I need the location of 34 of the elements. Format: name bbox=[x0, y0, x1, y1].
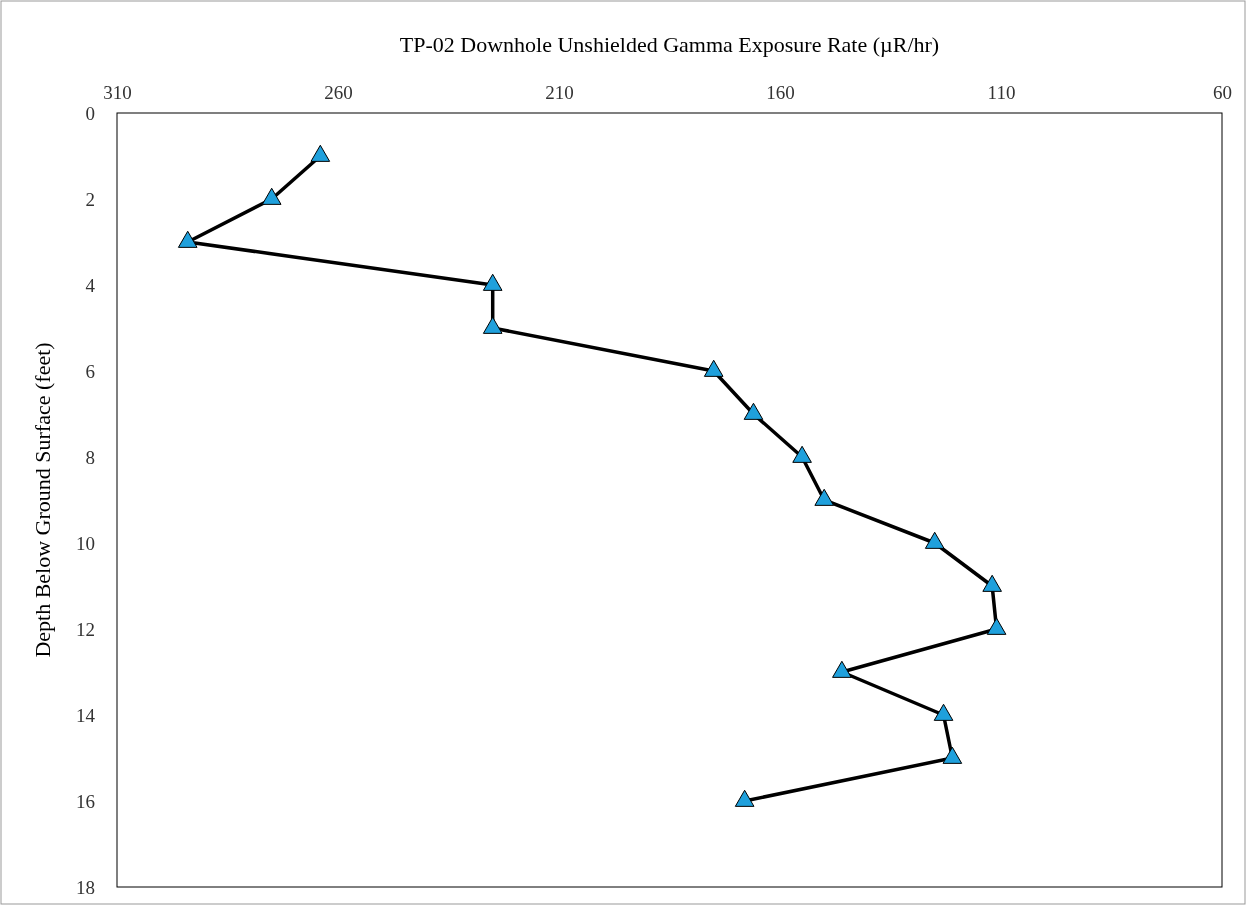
x-tick-label: 60 bbox=[1213, 82, 1232, 103]
x-tick-label: 260 bbox=[324, 82, 353, 103]
point bbox=[482, 273, 503, 291]
point bbox=[261, 187, 282, 205]
point bbox=[703, 359, 724, 377]
x-tick-label: 160 bbox=[766, 82, 795, 103]
point bbox=[310, 144, 331, 162]
point bbox=[933, 703, 954, 721]
point bbox=[792, 445, 812, 463]
point bbox=[986, 617, 1007, 635]
y-tick-label: 14 bbox=[76, 704, 96, 726]
point bbox=[734, 789, 755, 807]
point bbox=[814, 488, 835, 506]
point bbox=[942, 746, 963, 764]
point bbox=[743, 402, 764, 420]
y-tick-label: 18 bbox=[76, 876, 95, 898]
point bbox=[482, 316, 503, 334]
point bbox=[177, 230, 198, 248]
y-axis-title: Depth Below Ground Surface (feet) bbox=[30, 342, 55, 658]
x-tick-label: 210 bbox=[545, 82, 574, 103]
y-tick-label: 4 bbox=[85, 274, 96, 296]
y-tick-label: 12 bbox=[76, 618, 95, 640]
y-tick-label: 6 bbox=[85, 360, 95, 382]
y-tick-label: 2 bbox=[85, 188, 95, 210]
x-tick-label: 110 bbox=[987, 82, 1016, 103]
y-tick-label: 8 bbox=[85, 446, 95, 468]
y-tick-label: 16 bbox=[76, 790, 95, 812]
point bbox=[982, 574, 1002, 592]
point bbox=[832, 660, 852, 678]
y-tick-label: 0 bbox=[85, 102, 95, 124]
point bbox=[924, 531, 945, 549]
y-tick-label: 10 bbox=[76, 532, 95, 554]
x-axis-title: TP-02 Downhole Unshielded Gamma Exposure Rate (µR/hr) bbox=[399, 32, 940, 57]
x-tick-label: 310 bbox=[103, 82, 132, 103]
